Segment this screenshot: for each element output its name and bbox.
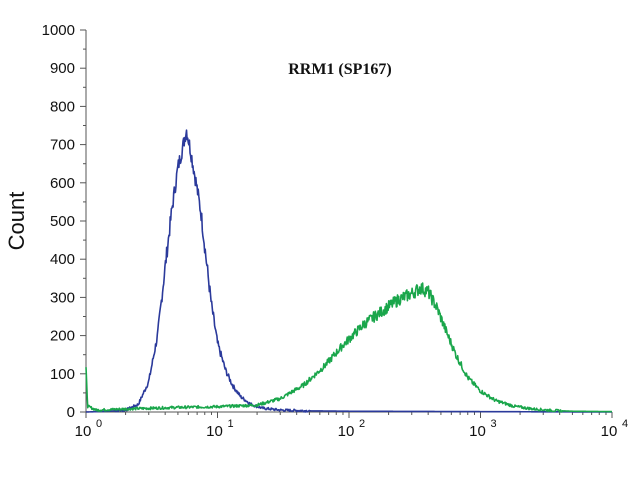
chart-title: RRM1 (SP167)	[288, 61, 392, 78]
x-tick-exponent: 0	[96, 418, 102, 430]
x-tick-label: 10 2	[338, 418, 365, 440]
x-tick-exponent: 3	[491, 418, 497, 430]
x-tick-label: 10 1	[206, 418, 233, 440]
x-ticks: 10 0 10 1 10 2 10 3 10 4	[75, 412, 628, 440]
y-ticks: 0 100 200 300 400 500 600 700 800 900 1000	[42, 22, 86, 421]
x-tick-label: 10 4	[601, 418, 628, 440]
series-layer	[85, 129, 613, 413]
x-tick-base: 10	[338, 423, 355, 440]
y-tick-label: 300	[50, 289, 75, 306]
x-tick-base: 10	[469, 423, 486, 440]
y-tick-label: 900	[50, 60, 75, 77]
series-line-1	[85, 129, 613, 413]
x-tick-exponent: 2	[359, 418, 365, 430]
x-tick-base: 10	[206, 423, 223, 440]
x-tick-base: 10	[75, 423, 92, 440]
y-tick-label: 200	[50, 328, 75, 345]
y-axis: 0 100 200 300 400 500 600 700 800 900 1000	[42, 22, 87, 421]
x-tick-exponent: 4	[622, 418, 628, 430]
y-tick-label: 0	[67, 404, 75, 421]
x-tick-label: 10 0	[75, 418, 102, 440]
y-tick-label: 700	[50, 137, 75, 154]
y-axis-title: Count	[4, 192, 29, 251]
y-tick-label: 400	[50, 251, 75, 268]
x-tick-label: 10 3	[469, 418, 496, 440]
y-tick-label: 1000	[42, 22, 75, 39]
y-tick-label: 800	[50, 98, 75, 115]
y-tick-label: 500	[50, 213, 75, 230]
x-tick-base: 10	[601, 423, 618, 440]
y-tick-label: 600	[50, 175, 75, 192]
y-tick-label: 100	[50, 366, 75, 383]
series-line-2	[85, 282, 613, 413]
x-axis: 10 0 10 1 10 2 10 3 10 4	[75, 411, 628, 440]
x-tick-exponent: 1	[228, 418, 234, 430]
